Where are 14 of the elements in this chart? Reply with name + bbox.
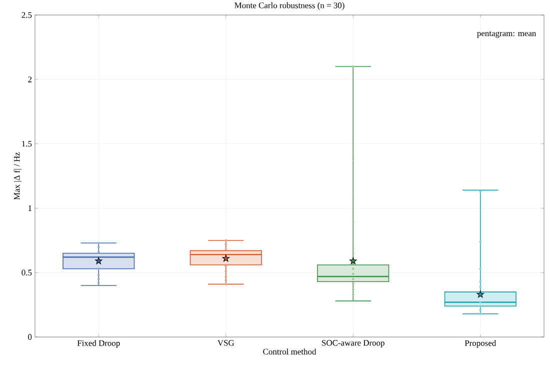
x-axis-title: Control method	[263, 348, 316, 355]
y-tick-label: 2	[28, 76, 32, 82]
x-tick-label: SOC-aware Droop	[322, 340, 384, 348]
y-tick-label: 2.5	[22, 12, 32, 18]
y-tick-label: 1.5	[22, 140, 32, 147]
annotation: pentagram: mean	[477, 31, 536, 38]
y-tick-label: 0.5	[22, 270, 32, 276]
y-tick-label: 1	[28, 205, 32, 211]
x-tick-label: Proposed	[464, 340, 496, 348]
x-tick-label: VSG	[218, 340, 234, 346]
y-tick-label: 0	[28, 334, 32, 340]
chart-title: Monte Carlo robustness (n = 30)	[234, 2, 344, 10]
y-axis-title: Max |Δ f| / Hz	[14, 152, 22, 200]
x-tick-label: Fixed Droop	[77, 340, 120, 348]
